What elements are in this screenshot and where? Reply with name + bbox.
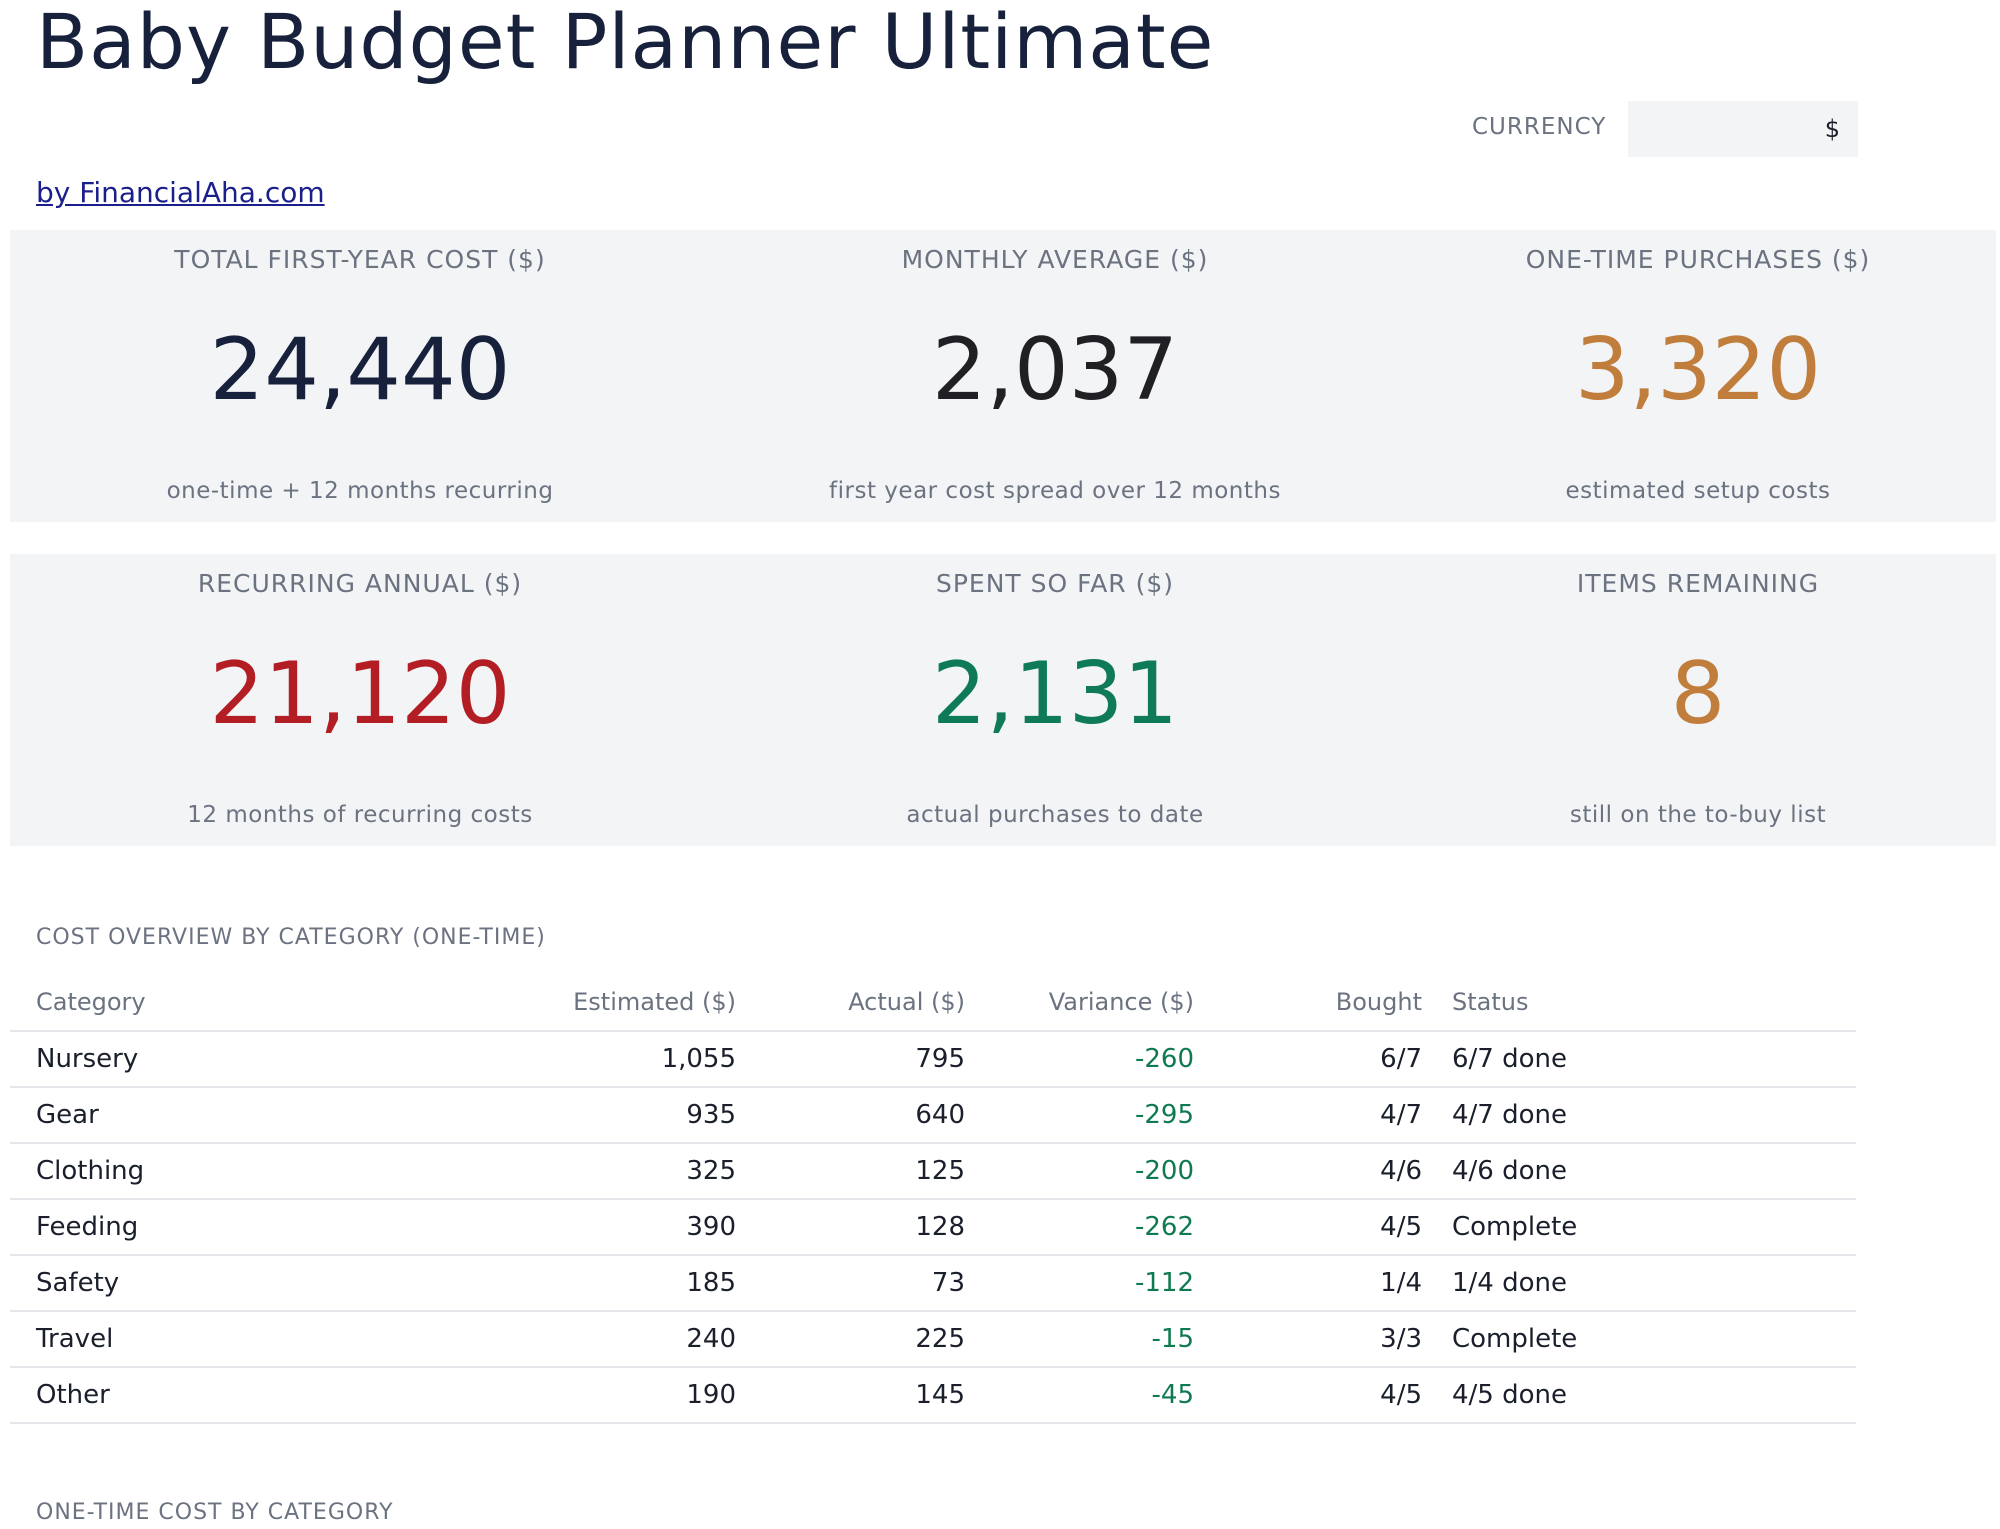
kpi-subtext: first year cost spread over 12 months xyxy=(829,478,1281,504)
cell-category: Nursery xyxy=(10,1031,386,1088)
kpi-label: ITEMS REMAINING xyxy=(1576,569,1820,598)
table-header-row: Category Estimated ($) Actual ($) Varian… xyxy=(10,974,1856,1032)
cell-estimated: 190 xyxy=(386,1367,736,1424)
cell-status: 4/6 done xyxy=(1422,1143,1856,1200)
kpi-row-1: TOTAL FIRST-YEAR COST ($) 24,440 one-tim… xyxy=(10,230,1996,522)
kpi-label: RECURRING ANNUAL ($) xyxy=(197,569,523,598)
cell-status: 6/7 done xyxy=(1422,1031,1856,1088)
cell-bought: 6/7 xyxy=(1194,1031,1422,1088)
column-header-estimated: Estimated ($) xyxy=(386,974,736,1032)
kpi-label: TOTAL FIRST-YEAR COST ($) xyxy=(174,245,546,274)
kpi-subtext: actual purchases to date xyxy=(906,802,1204,828)
financialaha-link[interactable]: by FinancialAha.com xyxy=(36,176,325,209)
cell-actual: 73 xyxy=(736,1255,965,1312)
column-header-actual: Actual ($) xyxy=(736,974,965,1032)
kpi-value: 21,120 xyxy=(209,644,511,744)
cell-estimated: 185 xyxy=(386,1255,736,1312)
column-header-bought: Bought xyxy=(1194,974,1422,1032)
cell-variance: -295 xyxy=(965,1087,1194,1144)
cell-variance: -112 xyxy=(965,1255,1194,1312)
cell-category: Clothing xyxy=(10,1143,386,1200)
cell-bought: 4/6 xyxy=(1194,1143,1422,1200)
kpi-label: MONTHLY AVERAGE ($) xyxy=(901,245,1209,274)
kpi-value: 8 xyxy=(1670,644,1726,744)
cell-variance: -262 xyxy=(965,1199,1194,1256)
column-header-status: Status xyxy=(1422,974,1856,1032)
cell-variance: -200 xyxy=(965,1143,1194,1200)
table-row: Safety 185 73 -112 1/4 1/4 done xyxy=(10,1255,1856,1312)
kpi-monthly-average: MONTHLY AVERAGE ($) 2,037 first year cos… xyxy=(710,230,1400,522)
table-row: Clothing 325 125 -200 4/6 4/6 done xyxy=(10,1143,1856,1200)
cell-estimated: 325 xyxy=(386,1143,736,1200)
cell-bought: 4/5 xyxy=(1194,1199,1422,1256)
cell-estimated: 1,055 xyxy=(386,1031,736,1088)
kpi-value: 2,037 xyxy=(931,320,1179,420)
section-title-one-time-cost: ONE-TIME COST BY CATEGORY xyxy=(36,1500,394,1525)
table-row: Nursery 1,055 795 -260 6/7 6/7 done xyxy=(10,1031,1856,1088)
kpi-one-time-purchases: ONE-TIME PURCHASES ($) 3,320 estimated s… xyxy=(1400,230,1996,522)
cell-actual: 128 xyxy=(736,1199,965,1256)
cell-variance: -15 xyxy=(965,1311,1194,1368)
cell-status: Complete xyxy=(1422,1311,1856,1368)
cell-actual: 640 xyxy=(736,1087,965,1144)
table-row: Gear 935 640 -295 4/7 4/7 done xyxy=(10,1087,1856,1144)
column-header-variance: Variance ($) xyxy=(965,974,1194,1032)
cell-status: 4/7 done xyxy=(1422,1087,1856,1144)
cell-status: 1/4 done xyxy=(1422,1255,1856,1312)
cell-actual: 225 xyxy=(736,1311,965,1368)
cell-actual: 145 xyxy=(736,1367,965,1424)
cell-category: Safety xyxy=(10,1255,386,1312)
cell-bought: 4/5 xyxy=(1194,1367,1422,1424)
section-title-cost-overview: COST OVERVIEW BY CATEGORY (ONE-TIME) xyxy=(36,925,546,950)
kpi-label: ONE-TIME PURCHASES ($) xyxy=(1525,245,1871,274)
kpi-items-remaining: ITEMS REMAINING 8 still on the to-buy li… xyxy=(1400,554,1996,846)
column-header-category: Category xyxy=(10,974,386,1032)
cell-status: Complete xyxy=(1422,1199,1856,1256)
kpi-subtext: 12 months of recurring costs xyxy=(187,802,533,828)
cell-estimated: 935 xyxy=(386,1087,736,1144)
cell-category: Travel xyxy=(10,1311,386,1368)
kpi-value: 24,440 xyxy=(209,320,511,420)
kpi-spent-so-far: SPENT SO FAR ($) 2,131 actual purchases … xyxy=(710,554,1400,846)
cell-category: Feeding xyxy=(10,1199,386,1256)
cell-estimated: 240 xyxy=(386,1311,736,1368)
kpi-subtext: one-time + 12 months recurring xyxy=(166,478,554,504)
kpi-row-2: RECURRING ANNUAL ($) 21,120 12 months of… xyxy=(10,554,1996,846)
table-row: Travel 240 225 -15 3/3 Complete xyxy=(10,1311,1856,1368)
kpi-subtext: estimated setup costs xyxy=(1565,478,1831,504)
cell-bought: 1/4 xyxy=(1194,1255,1422,1312)
cell-actual: 125 xyxy=(736,1143,965,1200)
cell-actual: 795 xyxy=(736,1031,965,1088)
category-overview-table: Category Estimated ($) Actual ($) Varian… xyxy=(10,974,1856,1424)
currency-label: CURRENCY xyxy=(1472,114,1607,140)
kpi-value: 3,320 xyxy=(1574,320,1822,420)
cell-status: 4/5 done xyxy=(1422,1367,1856,1424)
table-row: Other 190 145 -45 4/5 4/5 done xyxy=(10,1367,1856,1424)
kpi-total-first-year-cost: TOTAL FIRST-YEAR COST ($) 24,440 one-tim… xyxy=(10,230,710,522)
cell-category: Gear xyxy=(10,1087,386,1144)
cell-variance: -45 xyxy=(965,1367,1194,1424)
page-title: Baby Budget Planner Ultimate xyxy=(36,0,1215,86)
kpi-value: 2,131 xyxy=(931,644,1179,744)
kpi-recurring-annual: RECURRING ANNUAL ($) 21,120 12 months of… xyxy=(10,554,710,846)
cell-variance: -260 xyxy=(965,1031,1194,1088)
kpi-subtext: still on the to-buy list xyxy=(1569,802,1827,828)
cell-bought: 4/7 xyxy=(1194,1087,1422,1144)
cell-category: Other xyxy=(10,1367,386,1424)
table-row: Feeding 390 128 -262 4/5 Complete xyxy=(10,1199,1856,1256)
cell-bought: 3/3 xyxy=(1194,1311,1422,1368)
currency-input[interactable] xyxy=(1628,101,1858,157)
kpi-label: SPENT SO FAR ($) xyxy=(935,569,1175,598)
cell-estimated: 390 xyxy=(386,1199,736,1256)
